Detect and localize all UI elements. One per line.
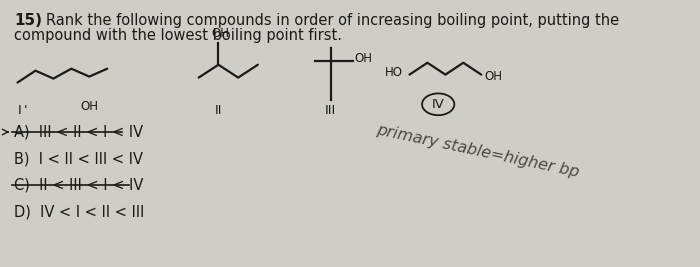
Text: IV: IV	[432, 98, 444, 111]
Text: A)  III < II < I < IV: A) III < II < I < IV	[14, 124, 143, 140]
Text: HO: HO	[384, 66, 402, 79]
Text: D)  IV < I < II < III: D) IV < I < II < III	[14, 205, 144, 220]
Text: Rank the following compounds in order of increasing boiling point, putting the: Rank the following compounds in order of…	[46, 13, 620, 28]
Text: ': '	[24, 104, 27, 117]
Text: OH: OH	[484, 70, 502, 83]
Text: II: II	[215, 104, 223, 117]
Text: OH: OH	[211, 27, 230, 40]
Text: III: III	[324, 104, 335, 117]
Text: OH: OH	[80, 100, 98, 113]
Text: I: I	[18, 104, 21, 117]
Text: compound with the lowest boiling point first.: compound with the lowest boiling point f…	[14, 28, 342, 43]
Text: C)  II < III < I < IV: C) II < III < I < IV	[14, 178, 144, 193]
Text: OH: OH	[354, 52, 372, 65]
Text: 15): 15)	[14, 13, 42, 28]
Text: primary stable=higher bp: primary stable=higher bp	[375, 122, 580, 179]
Text: B)  I < II < III < IV: B) I < II < III < IV	[14, 151, 143, 166]
